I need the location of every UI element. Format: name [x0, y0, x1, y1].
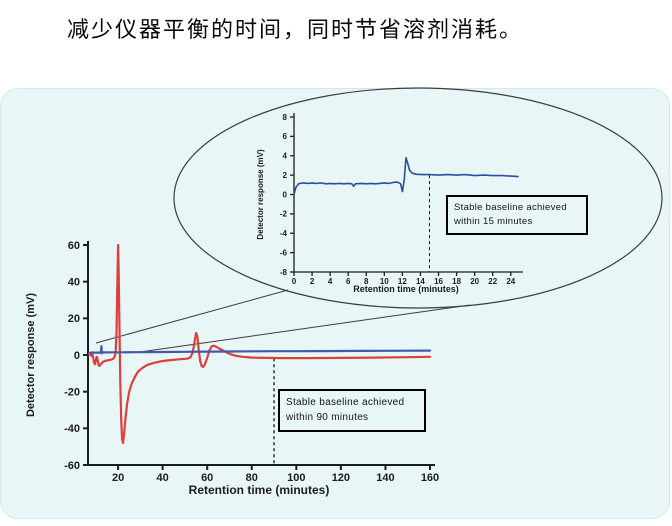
svg-text:60: 60: [68, 240, 80, 252]
main-annotation-box: Stable baseline achieved within 90 minut…: [278, 389, 426, 432]
svg-text:-60: -60: [64, 460, 80, 472]
svg-text:8: 8: [283, 113, 288, 122]
svg-text:20: 20: [112, 472, 124, 484]
svg-text:100: 100: [287, 472, 305, 484]
inset-annotation-box: Stable baseline achieved within 15 minut…: [446, 195, 588, 235]
svg-text:80: 80: [246, 472, 258, 484]
svg-text:160: 160: [421, 472, 439, 484]
svg-text:0: 0: [283, 190, 288, 199]
svg-text:6: 6: [283, 132, 288, 141]
svg-text:Detector response (mV): Detector response (mV): [25, 293, 37, 417]
svg-text:6: 6: [346, 277, 351, 286]
svg-text:24: 24: [506, 277, 515, 286]
svg-text:2: 2: [310, 277, 315, 286]
annotation-text-line: within 15 minutes: [454, 215, 533, 227]
svg-text:0: 0: [74, 350, 80, 362]
svg-text:20: 20: [470, 277, 479, 286]
svg-text:4: 4: [283, 152, 288, 161]
svg-text:18: 18: [452, 277, 461, 286]
svg-text:40: 40: [68, 277, 80, 289]
svg-text:12: 12: [398, 277, 407, 286]
svg-text:60: 60: [201, 472, 213, 484]
svg-text:8: 8: [364, 277, 369, 286]
svg-text:140: 140: [376, 472, 394, 484]
svg-text:Retention time (minutes): Retention time (minutes): [189, 483, 330, 497]
svg-text:-40: -40: [64, 423, 80, 435]
svg-text:-2: -2: [280, 210, 288, 219]
svg-text:4: 4: [328, 277, 333, 286]
svg-text:22: 22: [488, 277, 497, 286]
svg-text:10: 10: [380, 277, 389, 286]
svg-text:14: 14: [416, 277, 425, 286]
svg-text:-6: -6: [280, 248, 288, 257]
annotation-text-line: Stable baseline achieved: [286, 397, 405, 408]
svg-text:Detector response (mV): Detector response (mV): [256, 149, 265, 240]
svg-text:2: 2: [283, 171, 288, 180]
svg-text:40: 40: [157, 472, 169, 484]
svg-text:-8: -8: [280, 268, 288, 277]
svg-text:0: 0: [292, 277, 297, 286]
svg-text:-20: -20: [64, 387, 80, 399]
svg-text:16: 16: [434, 277, 443, 286]
svg-text:-4: -4: [280, 229, 288, 238]
svg-text:20: 20: [68, 313, 80, 325]
page-title: 减少仪器平衡的时间，同时节省溶剂消耗。: [67, 17, 524, 42]
annotation-text-line: Stable baseline achieved: [454, 202, 567, 213]
svg-text:Retention time (minutes): Retention time (minutes): [353, 284, 459, 294]
annotation-text-line: within 90 minutes: [286, 411, 369, 423]
svg-text:120: 120: [332, 472, 350, 484]
